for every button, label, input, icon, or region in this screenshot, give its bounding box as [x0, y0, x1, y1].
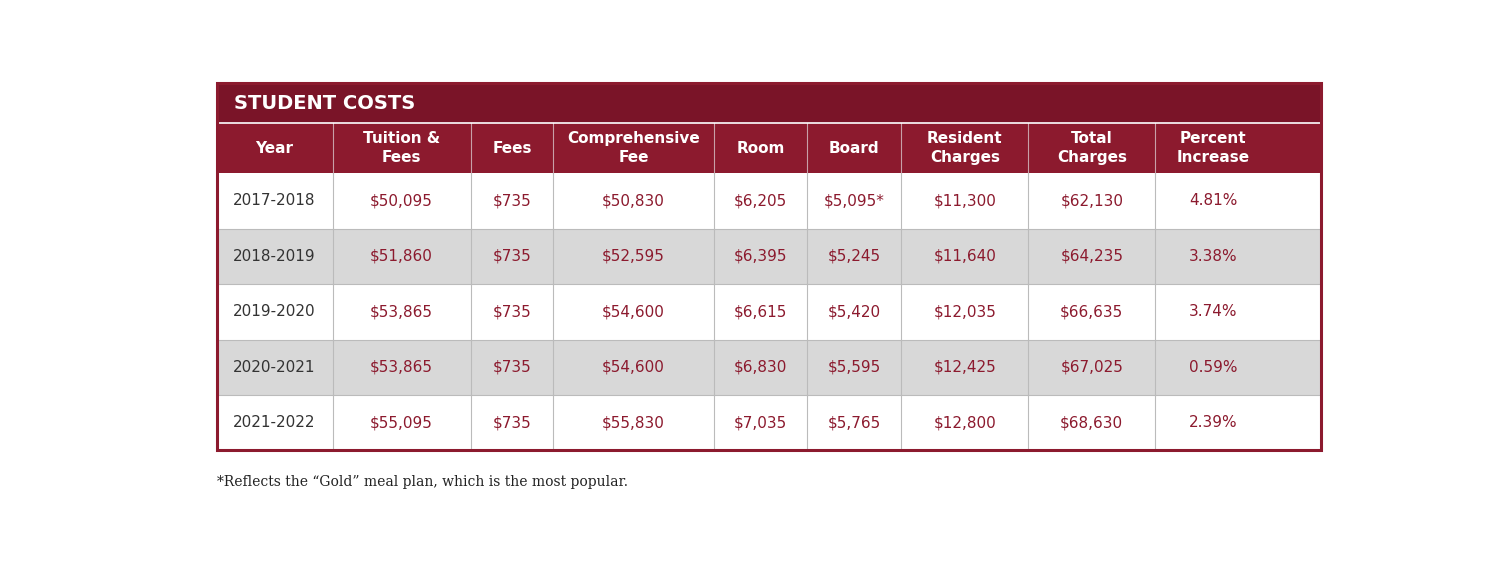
Text: $735: $735 — [492, 360, 531, 375]
Text: $11,640: $11,640 — [933, 249, 996, 264]
Text: $735: $735 — [492, 415, 531, 430]
Text: $52,595: $52,595 — [602, 249, 664, 264]
Text: $68,630: $68,630 — [1060, 415, 1124, 430]
Text: $50,830: $50,830 — [602, 193, 664, 208]
Text: *Reflects the “Gold” meal plan, which is the most popular.: *Reflects the “Gold” meal plan, which is… — [216, 475, 627, 489]
Text: $735: $735 — [492, 304, 531, 319]
Text: $5,595: $5,595 — [828, 360, 880, 375]
Text: $64,235: $64,235 — [1060, 249, 1124, 264]
Text: $53,865: $53,865 — [370, 304, 434, 319]
Text: $6,615: $6,615 — [734, 304, 788, 319]
Text: $735: $735 — [492, 249, 531, 264]
Text: $5,095*: $5,095* — [824, 193, 885, 208]
Bar — [216, 123, 1322, 173]
Text: 2020-2021: 2020-2021 — [234, 360, 316, 375]
Bar — [216, 83, 1322, 123]
Bar — [216, 229, 1322, 284]
Text: Comprehensive
Fee: Comprehensive Fee — [567, 131, 700, 165]
Text: $6,205: $6,205 — [734, 193, 788, 208]
Text: $51,860: $51,860 — [370, 249, 434, 264]
Text: 2017-2018: 2017-2018 — [234, 193, 316, 208]
Text: 0.59%: 0.59% — [1190, 360, 1237, 375]
Text: $7,035: $7,035 — [734, 415, 788, 430]
Text: $5,420: $5,420 — [828, 304, 880, 319]
Text: STUDENT COSTS: STUDENT COSTS — [234, 93, 416, 113]
Text: Tuition &
Fees: Tuition & Fees — [363, 131, 440, 165]
Text: $6,395: $6,395 — [734, 249, 788, 264]
Text: $66,635: $66,635 — [1060, 304, 1124, 319]
Text: $54,600: $54,600 — [602, 304, 664, 319]
Text: $11,300: $11,300 — [933, 193, 996, 208]
Text: Board: Board — [830, 141, 879, 156]
Text: $62,130: $62,130 — [1060, 193, 1124, 208]
Text: $12,035: $12,035 — [933, 304, 996, 319]
Text: 2019-2020: 2019-2020 — [232, 304, 316, 319]
Text: $5,245: $5,245 — [828, 249, 880, 264]
Text: $67,025: $67,025 — [1060, 360, 1124, 375]
Bar — [216, 284, 1322, 339]
Text: $6,830: $6,830 — [734, 360, 788, 375]
Text: Percent
Increase: Percent Increase — [1176, 131, 1250, 165]
Text: $12,800: $12,800 — [933, 415, 996, 430]
Text: 3.38%: 3.38% — [1190, 249, 1237, 264]
Text: 2018-2019: 2018-2019 — [232, 249, 316, 264]
Text: $735: $735 — [492, 193, 531, 208]
Text: Resident
Charges: Resident Charges — [927, 131, 1002, 165]
Bar — [216, 339, 1322, 395]
Text: Total
Charges: Total Charges — [1058, 131, 1126, 165]
Text: $55,095: $55,095 — [370, 415, 434, 430]
Text: 2021-2022: 2021-2022 — [234, 415, 316, 430]
Bar — [216, 395, 1322, 450]
Text: 3.74%: 3.74% — [1190, 304, 1237, 319]
Bar — [216, 83, 1322, 450]
Text: 4.81%: 4.81% — [1190, 193, 1237, 208]
Text: $12,425: $12,425 — [933, 360, 996, 375]
Text: Room: Room — [736, 141, 784, 156]
Text: $54,600: $54,600 — [602, 360, 664, 375]
Text: $53,865: $53,865 — [370, 360, 434, 375]
Bar — [216, 173, 1322, 229]
Text: $50,095: $50,095 — [370, 193, 434, 208]
Text: 2.39%: 2.39% — [1190, 415, 1237, 430]
Text: $5,765: $5,765 — [828, 415, 880, 430]
Text: Fees: Fees — [492, 141, 531, 156]
Text: $55,830: $55,830 — [602, 415, 664, 430]
Text: Year: Year — [255, 141, 294, 156]
